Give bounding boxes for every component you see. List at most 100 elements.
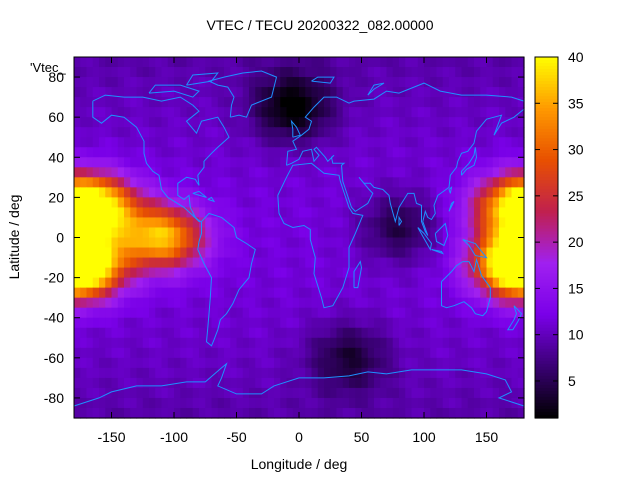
heatmap-cell: [261, 157, 269, 168]
heatmap-cell: [442, 307, 450, 319]
heatmap-cell: [99, 327, 106, 339]
heatmap-cell: [336, 257, 344, 269]
heatmap-cell: [111, 67, 119, 78]
heatmap-cell: [449, 187, 456, 198]
heatmap-cell: [255, 87, 263, 98]
colorbar-segment: [535, 306, 558, 311]
heatmap-cell: [424, 107, 431, 118]
heatmap-cell: [349, 197, 356, 209]
heatmap-cell: [167, 337, 175, 349]
heatmap-cell: [349, 347, 356, 359]
heatmap-cell: [180, 307, 188, 319]
heatmap-cell: [474, 367, 481, 379]
heatmap-cell: [417, 107, 425, 118]
heatmap-cell: [92, 187, 100, 198]
heatmap-cell: [186, 187, 194, 198]
heatmap-cell: [449, 267, 456, 279]
heatmap-cell: [430, 147, 438, 158]
heatmap-cell: [411, 127, 419, 138]
heatmap-cell: [130, 177, 138, 188]
heatmap-cell: [192, 177, 200, 188]
heatmap-cell: [442, 177, 450, 188]
heatmap-cell: [355, 367, 363, 379]
heatmap-cell: [261, 357, 269, 369]
heatmap-cell: [211, 177, 219, 188]
heatmap-cell: [299, 267, 306, 279]
heatmap-cell: [155, 207, 163, 219]
colorbar-segment: [535, 303, 558, 308]
heatmap-cell: [124, 307, 131, 319]
coastline-path: [277, 162, 364, 309]
heatmap-cell: [267, 147, 275, 158]
heatmap-cell: [442, 97, 450, 108]
heatmap-cell: [124, 167, 131, 178]
heatmap-cell: [499, 157, 506, 168]
heatmap-cell: [186, 167, 194, 178]
heatmap-cell: [86, 267, 94, 279]
heatmap-cell: [342, 167, 350, 178]
heatmap-cell: [336, 97, 344, 108]
heatmap-cell: [117, 127, 125, 138]
heatmap-cell: [392, 157, 400, 168]
heatmap-cell: [199, 97, 206, 108]
heatmap-cell: [167, 347, 175, 359]
heatmap-cell: [242, 197, 250, 209]
heatmap-cell: [117, 97, 125, 108]
heatmap-cell: [299, 287, 306, 299]
heatmap-cell: [217, 367, 225, 379]
heatmap-cell: [505, 237, 513, 249]
heatmap-cell: [449, 257, 456, 269]
heatmap-cell: [324, 267, 331, 279]
heatmap-cell: [467, 207, 475, 219]
heatmap-cell: [417, 287, 425, 299]
heatmap-cell: [499, 267, 506, 279]
heatmap-cell: [74, 337, 81, 349]
heatmap-cell: [324, 147, 331, 158]
heatmap-cell: [505, 107, 513, 118]
heatmap-cell: [242, 217, 250, 229]
heatmap-cell: [330, 237, 338, 249]
heatmap-cell: [136, 327, 144, 339]
heatmap-cell: [224, 177, 231, 188]
heatmap-cell: [286, 277, 294, 289]
heatmap-cell: [74, 317, 81, 329]
heatmap-cell: [474, 337, 481, 349]
heatmap-cell: [167, 277, 175, 289]
heatmap-cell: [74, 137, 81, 148]
heatmap-cell: [361, 157, 369, 168]
heatmap-cell: [449, 157, 456, 168]
heatmap-cell: [274, 207, 281, 219]
heatmap-cell: [111, 227, 119, 239]
heatmap-cell: [492, 87, 500, 98]
heatmap-cell: [436, 197, 444, 209]
heatmap-cell: [361, 277, 369, 289]
heatmap-cell: [280, 327, 288, 339]
colorbar-segment: [535, 123, 558, 127]
heatmap-cell: [267, 187, 275, 198]
heatmap-cell: [242, 137, 250, 148]
heatmap-cell: [161, 347, 169, 359]
heatmap-cell: [380, 127, 388, 138]
heatmap-cell: [355, 347, 363, 359]
heatmap-cell: [505, 77, 513, 88]
heatmap-cell: [299, 377, 306, 389]
heatmap-cell: [455, 407, 463, 419]
heatmap-cell: [474, 227, 481, 239]
heatmap-cell: [80, 197, 88, 209]
heatmap-cell: [267, 197, 275, 209]
heatmap-cell: [367, 257, 375, 269]
heatmap-cell: [380, 287, 388, 299]
heatmap-cell: [192, 97, 200, 108]
heatmap-cell: [336, 147, 344, 158]
heatmap-cell: [80, 177, 88, 188]
heatmap-cell: [455, 377, 463, 389]
heatmap-cell: [236, 237, 244, 249]
heatmap-cell: [349, 277, 356, 289]
heatmap-cell: [142, 387, 150, 399]
heatmap-cell: [511, 117, 519, 128]
heatmap-cell: [436, 317, 444, 329]
heatmap-cell: [230, 157, 238, 168]
heatmap-cell: [392, 247, 400, 259]
heatmap-cell: [130, 117, 138, 128]
colorbar-segment: [535, 336, 558, 341]
